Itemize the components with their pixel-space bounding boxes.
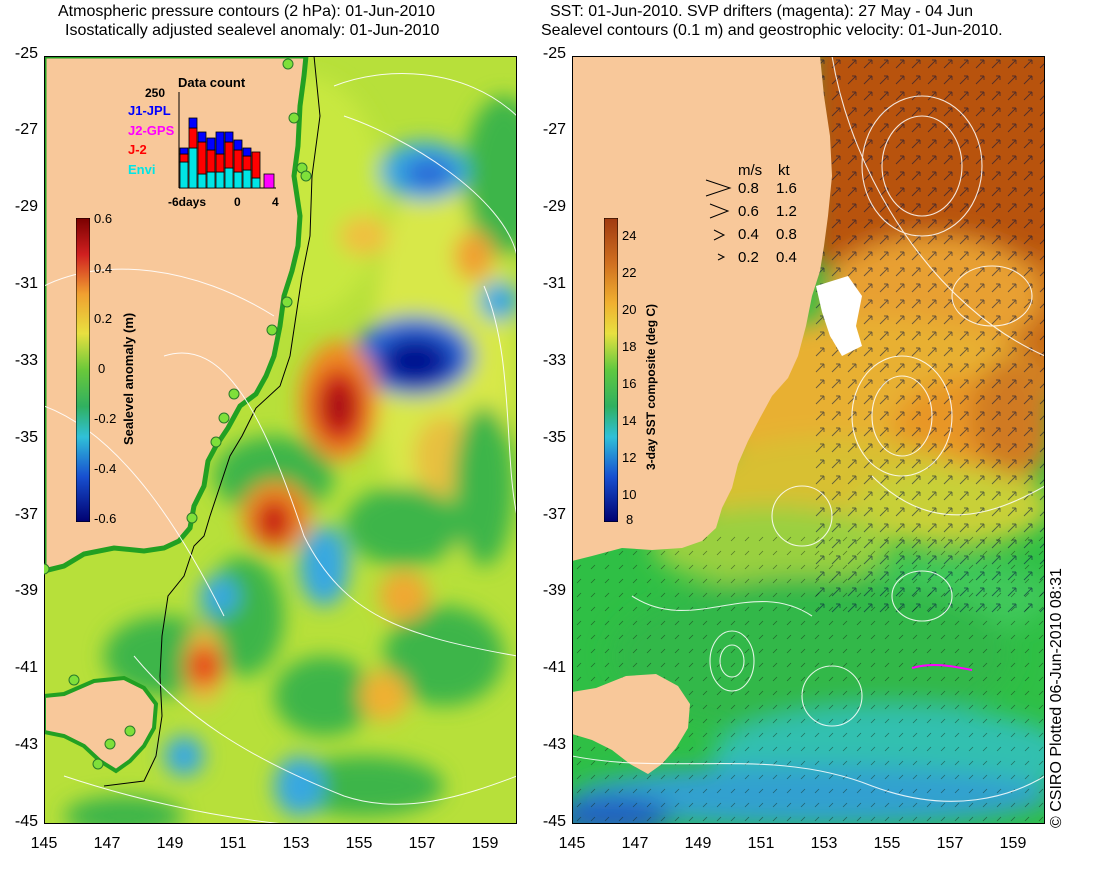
pressure-contours xyxy=(44,73,517,824)
x-tick-label: 149 xyxy=(156,835,184,852)
x-tick-label: 157 xyxy=(936,835,964,852)
data-count-xtick: 0 xyxy=(234,195,241,209)
y-tick-label: -31 xyxy=(542,275,566,292)
x-tick-label: 159 xyxy=(999,835,1027,852)
y-tick-label: -39 xyxy=(542,582,566,599)
colorbar-tick: -0.2 xyxy=(94,411,117,426)
colorbar-tick: 0.2 xyxy=(94,311,113,326)
sealevel-colorbar-label: Sealevel anomaly (m) xyxy=(121,312,136,445)
velocity-legend-ms: 0.2 xyxy=(738,249,759,266)
legend-j2-gps: J2-GPS xyxy=(128,123,175,138)
colorbar-tick: 0.6 xyxy=(94,211,113,226)
y-tick-label: -35 xyxy=(14,429,38,446)
data-count-xtick: 4 xyxy=(272,195,279,209)
colorbar-tick: 0 xyxy=(98,361,106,376)
velocity-legend-kt: 0.4 xyxy=(776,249,797,266)
velocity-legend-ms-header: m/s xyxy=(738,162,763,179)
x-tick-label: 157 xyxy=(408,835,436,852)
y-tick-label: -29 xyxy=(14,198,38,215)
left-title-line1: Atmospheric pressure contours (2 hPa): 0… xyxy=(58,3,436,20)
colorbar-tick: 18 xyxy=(622,339,637,354)
sst-colorbar-label: 3-day SST composite (deg C) xyxy=(644,303,658,470)
x-tick-label: 147 xyxy=(93,835,121,852)
y-tick-label: -27 xyxy=(14,121,38,138)
y-tick-label: -29 xyxy=(542,198,566,215)
velocity-legend-arrows xyxy=(705,179,732,261)
y-tick-label: -37 xyxy=(14,506,38,523)
y-tick-label: -43 xyxy=(542,736,566,753)
x-tick-label: 155 xyxy=(873,835,901,852)
x-tick-label: 145 xyxy=(558,835,586,852)
legend-envi: Envi xyxy=(128,162,156,177)
colorbar-tick: 14 xyxy=(622,413,637,428)
csiro-credit: © CSIRO Plotted 06-Jun-2010 08:31 xyxy=(1048,568,1065,828)
colorbar-tick: 10 xyxy=(622,487,637,502)
y-tick-label: -41 xyxy=(14,659,38,676)
x-tick-label: 151 xyxy=(747,835,775,852)
velocity-legend-ms: 0.8 xyxy=(738,180,759,197)
y-tick-label: -25 xyxy=(14,45,38,62)
velocity-legend-kt: 1.6 xyxy=(776,180,797,197)
y-tick-label: -33 xyxy=(542,352,566,369)
y-tick-label: -41 xyxy=(542,659,566,676)
right-title-line2: Sealevel contours (0.1 m) and geostrophi… xyxy=(541,22,1003,39)
y-tick-label: -45 xyxy=(542,813,566,830)
y-tick-label: -43 xyxy=(14,736,38,753)
colorbar-tick: 0.4 xyxy=(94,261,113,276)
x-tick-label: 159 xyxy=(471,835,499,852)
velocity-legend-ms: 0.4 xyxy=(738,226,759,243)
colorbar-tick: -0.6 xyxy=(94,511,117,526)
x-tick-label: 153 xyxy=(810,835,838,852)
anomaly-field xyxy=(64,76,517,824)
colorbar-tick: 8 xyxy=(626,512,634,527)
x-tick-label: 155 xyxy=(345,835,373,852)
x-tick-label: 151 xyxy=(219,835,247,852)
colorbar-tick: -0.4 xyxy=(94,461,117,476)
colorbar-tick: 12 xyxy=(622,450,637,465)
y-tick-label: -31 xyxy=(14,275,38,292)
data-count-xtick: -6days xyxy=(168,195,207,209)
data-count-title: Data count xyxy=(178,75,246,90)
data-count-histogram xyxy=(178,92,276,189)
sealevel-contours xyxy=(572,56,1045,802)
legend-j1-jpl: J1-JPL xyxy=(128,103,171,118)
legend-j2: J-2 xyxy=(128,142,147,157)
y-tick-label: -37 xyxy=(542,506,566,523)
y-tick-label: -45 xyxy=(14,813,38,830)
velocity-legend-ms: 0.6 xyxy=(738,203,759,220)
colorbar-tick: 16 xyxy=(622,376,637,391)
svp-drifter-track xyxy=(911,663,973,671)
sst-colorbar xyxy=(604,218,618,522)
velocity-legend-kt: 0.8 xyxy=(776,226,797,243)
sealevel-colorbar-ticks: 0.6 0.4 0.2 0 -0.2 -0.4 -0.6 xyxy=(94,211,134,531)
right-title-line1: SST: 01-Jun-2010. SVP drifters (magenta)… xyxy=(550,3,974,20)
x-tick-label: 145 xyxy=(30,835,58,852)
colorbar-tick: 22 xyxy=(622,265,637,280)
y-tick-label: -27 xyxy=(542,121,566,138)
velocity-legend-kt-header: kt xyxy=(778,162,790,179)
tide-gauge-markers xyxy=(44,58,312,770)
sst-map xyxy=(572,56,1045,824)
x-tick-label: 147 xyxy=(621,835,649,852)
colorbar-tick: 24 xyxy=(622,228,637,243)
y-tick-label: -33 xyxy=(14,352,38,369)
sst-colorbar-ticks: 24 22 20 18 16 14 12 10 8 xyxy=(622,228,652,528)
x-tick-label: 149 xyxy=(684,835,712,852)
sealevel-colorbar xyxy=(76,218,90,522)
velocity-legend-kt: 1.2 xyxy=(776,203,797,220)
data-count-ymax: 250 xyxy=(145,86,166,100)
x-tick-label: 153 xyxy=(282,835,310,852)
coastline-land xyxy=(572,56,832,774)
colorbar-tick: 20 xyxy=(622,302,637,317)
left-title-line2: Isostatically adjusted sealevel anomaly:… xyxy=(65,22,440,39)
y-tick-label: -25 xyxy=(542,45,566,62)
y-tick-label: -39 xyxy=(14,582,38,599)
y-tick-label: -35 xyxy=(542,429,566,446)
